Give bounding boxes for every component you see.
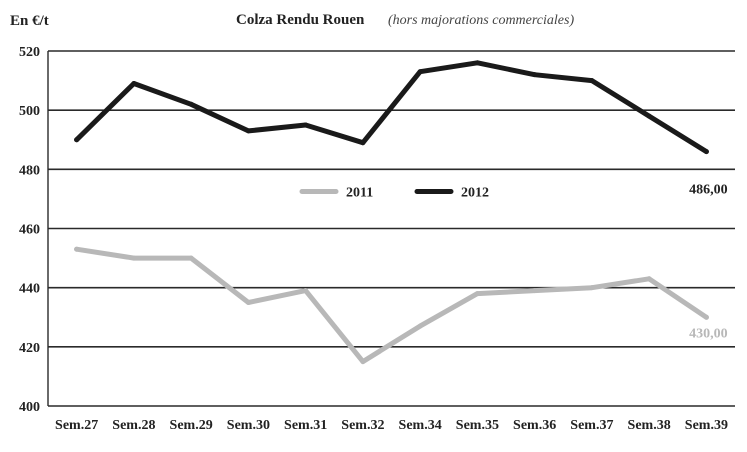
data-point-2012 <box>589 78 595 84</box>
x-tick-label: Sem.27 <box>55 418 98 433</box>
x-tick-label: Sem.29 <box>170 418 213 433</box>
data-point-2012 <box>417 69 423 75</box>
data-point-2012 <box>74 137 80 143</box>
data-point-2011 <box>245 299 251 305</box>
x-tick-label: Sem.39 <box>685 418 728 433</box>
x-tick-label: Sem.36 <box>513 418 556 433</box>
y-tick-label: 520 <box>19 45 40 60</box>
data-point-2012 <box>474 60 480 66</box>
legend-label-2011: 2011 <box>346 186 373 201</box>
y-tick-label: 440 <box>19 282 40 297</box>
data-point-2011 <box>303 288 309 294</box>
data-point-2011 <box>131 255 137 261</box>
data-point-2011 <box>646 276 652 282</box>
x-tick-label: Sem.37 <box>570 418 613 433</box>
chart-subtitle: (hors majorations commerciales) <box>388 13 574 28</box>
x-tick-label: Sem.31 <box>284 418 327 433</box>
y-tick-label: 400 <box>19 400 40 415</box>
data-point-2012 <box>646 113 652 119</box>
data-point-2012 <box>703 149 709 155</box>
x-tick-label: Sem.32 <box>341 418 384 433</box>
data-point-2012 <box>360 140 366 146</box>
x-tick-label: Sem.30 <box>227 418 270 433</box>
series-line-2011 <box>74 246 709 365</box>
y-tick-label: 500 <box>19 104 40 119</box>
data-point-2012 <box>245 128 251 134</box>
x-tick-label: Sem.34 <box>399 418 442 433</box>
x-tick-label: Sem.38 <box>628 418 671 433</box>
data-point-2011 <box>188 255 194 261</box>
end-value-label-2012: 486,00 <box>689 183 728 198</box>
series-line-2012 <box>74 60 709 155</box>
chart-title: Colza Rendu Rouen <box>236 12 365 28</box>
data-point-2011 <box>474 291 480 297</box>
x-tick-label: Sem.28 <box>112 418 155 433</box>
data-point-2011 <box>589 285 595 291</box>
y-tick-label: 480 <box>19 163 40 178</box>
data-point-2012 <box>303 122 309 128</box>
x-tick-label: Sem.35 <box>456 418 499 433</box>
data-point-2011 <box>417 323 423 329</box>
data-point-2012 <box>188 101 194 107</box>
end-value-label-2011: 430,00 <box>689 326 728 341</box>
data-point-2011 <box>532 288 538 294</box>
data-point-2011 <box>360 359 366 365</box>
data-point-2012 <box>532 72 538 78</box>
data-point-2012 <box>131 81 137 87</box>
data-point-2011 <box>74 246 80 252</box>
legend-label-2012: 2012 <box>461 186 489 201</box>
y-axis-label: En €/t <box>10 13 49 29</box>
data-point-2011 <box>703 314 709 320</box>
y-tick-label: 460 <box>19 223 40 238</box>
y-tick-label: 420 <box>19 341 40 356</box>
